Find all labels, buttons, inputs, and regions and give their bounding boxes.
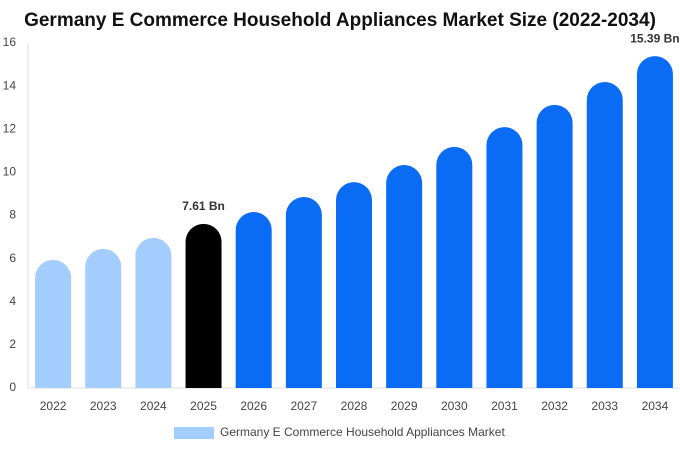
bar <box>235 212 272 388</box>
bar <box>436 146 473 388</box>
x-tick-label: 2026 <box>240 399 267 413</box>
y-tick-label: 14 <box>3 78 17 92</box>
bar <box>135 237 172 388</box>
bar <box>35 259 72 388</box>
x-tick-label: 2034 <box>642 399 669 413</box>
y-tick-label: 6 <box>9 251 16 265</box>
bar <box>85 248 122 388</box>
legend-label: Germany E Commerce Household Appliances … <box>220 425 505 439</box>
chart-title: Germany E Commerce Household Appliances … <box>24 10 656 31</box>
y-tick-label: 10 <box>3 165 17 179</box>
y-tick-label: 12 <box>3 121 17 135</box>
bar <box>586 82 623 388</box>
x-tick-label: 2032 <box>541 399 568 413</box>
bar <box>636 56 673 388</box>
x-tick-label: 2028 <box>341 399 368 413</box>
x-tick-label: 2027 <box>290 399 317 413</box>
value-label: 7.61 Bn <box>182 199 225 213</box>
x-tick-label: 2024 <box>140 399 167 413</box>
legend-swatch <box>174 427 214 439</box>
y-tick-label: 8 <box>9 208 16 222</box>
y-tick-label: 4 <box>9 294 16 308</box>
x-tick-label: 2029 <box>391 399 418 413</box>
x-tick-label: 2031 <box>491 399 518 413</box>
bar <box>536 104 573 388</box>
bar <box>285 196 322 388</box>
x-tick-label: 2033 <box>591 399 618 413</box>
y-tick-label: 0 <box>9 380 16 394</box>
bar <box>486 127 523 389</box>
y-tick-label: 2 <box>9 337 16 351</box>
bar <box>386 165 423 388</box>
bar <box>336 182 372 388</box>
x-tick-label: 2025 <box>190 399 217 413</box>
x-tick-label: 2023 <box>90 399 117 413</box>
y-tick-label: 16 <box>3 35 17 49</box>
x-tick-label: 2022 <box>40 399 67 413</box>
value-label: 15.39 Bn <box>630 31 679 45</box>
bar <box>185 223 222 388</box>
x-tick-label: 2030 <box>441 399 468 413</box>
